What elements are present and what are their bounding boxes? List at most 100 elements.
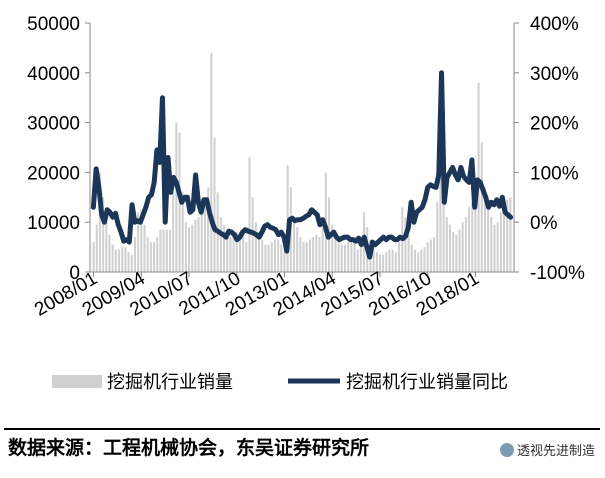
sales-bar: [407, 234, 410, 272]
sales-bar: [423, 247, 426, 272]
yoy-growth-line: [90, 70, 514, 260]
legend-label-sales: 挖掘机行业销量: [107, 372, 233, 393]
sales-bar: [261, 239, 264, 272]
sales-bar: [229, 237, 232, 272]
sales-bar: [321, 227, 324, 272]
sales-bar: [458, 229, 461, 272]
sales-bar: [258, 232, 261, 272]
sales-bar: [480, 142, 483, 272]
source-note: 数据来源：工程机械协会，东吴证券研究所: [8, 437, 370, 459]
axes: [89, 23, 515, 273]
sales-bar: [267, 244, 270, 272]
sales-bar: [219, 217, 222, 272]
sales-bar: [493, 224, 496, 272]
sales-bar: [95, 224, 98, 272]
sales-bar: [509, 197, 512, 272]
sales-bar: [499, 212, 502, 272]
sales-bar: [388, 249, 391, 272]
sales-bar: [404, 217, 407, 272]
sales-bar: [92, 242, 95, 272]
sales-bar: [445, 217, 448, 272]
sales-bar: [277, 239, 280, 272]
sales-bar: [455, 234, 458, 272]
sales-bar: [140, 209, 143, 272]
right-tick-label: 0%: [530, 213, 558, 234]
sales-bar: [487, 207, 490, 272]
sales-bar: [474, 197, 477, 272]
sales-bar: [391, 249, 394, 272]
sales-bar: [210, 52, 213, 272]
sales-bar: [114, 249, 117, 272]
sales-bar: [442, 192, 445, 272]
sales-bar: [124, 247, 127, 272]
sales-bar: [356, 249, 359, 272]
sales-bar: [105, 212, 108, 272]
sales-bar: [471, 202, 474, 272]
sales-bar: [273, 239, 276, 272]
sales-bar: [302, 242, 305, 272]
left-tick-label: 20000: [27, 163, 80, 184]
sales-bar: [350, 239, 353, 272]
sales-bar: [159, 229, 162, 272]
sales-bar: [127, 252, 130, 272]
sales-bar: [299, 237, 302, 272]
sales-bar: [452, 232, 455, 272]
left-tick-label: 0: [69, 263, 80, 284]
sales-bar: [149, 242, 152, 272]
sales-bar: [293, 217, 296, 272]
sales-bar: [490, 217, 493, 272]
sales-bar: [184, 222, 187, 272]
sales-bar: [464, 217, 467, 272]
sales-bar: [283, 237, 286, 272]
sales-bar: [468, 207, 471, 272]
sales-bar: [429, 239, 432, 272]
sales-bar: [130, 254, 133, 272]
right-tick-label: 200%: [530, 114, 579, 135]
sales-bar: [254, 222, 257, 272]
sales-bar: [168, 229, 171, 272]
sales-bar: [146, 237, 149, 272]
sales-bar: [118, 249, 121, 272]
watermark: 透视先进制造: [499, 440, 595, 459]
sales-bar: [270, 242, 273, 272]
sales-bar: [413, 249, 416, 272]
sales-bar: [223, 224, 226, 272]
sales-bar: [191, 224, 194, 272]
sales-bar: [382, 254, 385, 272]
legend-label-yoy: 挖掘机行业销量同比: [346, 372, 508, 393]
left-tick-label: 30000: [27, 114, 80, 135]
sales-bar: [305, 242, 308, 272]
sales-bar: [153, 242, 156, 272]
sales-bar: [359, 244, 362, 272]
sales-bar: [264, 244, 267, 272]
sales-bar: [483, 187, 486, 272]
sales-bar: [133, 237, 136, 272]
right-tick-label: 300%: [530, 64, 579, 85]
sales-bar: [207, 187, 210, 272]
left-tick-label: 50000: [27, 14, 80, 35]
sales-bar: [162, 229, 165, 272]
sales-bar: [477, 82, 480, 272]
sales-bar: [420, 249, 423, 272]
sales-bar: [143, 224, 146, 272]
sales-bar: [347, 242, 350, 272]
sales-bar: [385, 252, 388, 272]
sales-bar: [506, 199, 509, 272]
sales-bar: [175, 122, 178, 272]
sales-bar: [238, 232, 241, 272]
sales-bar: [156, 237, 159, 272]
sales-bar: [165, 229, 168, 272]
legend-swatch-sales: [52, 375, 102, 388]
right-tick-label: 100%: [530, 163, 579, 184]
sales-bar: [98, 172, 101, 272]
sales-bar: [181, 192, 184, 272]
footer-divider: [4, 428, 600, 430]
sales-bar: [172, 192, 175, 272]
right-tick-label: 400%: [530, 14, 579, 35]
wechat-icon: [499, 443, 514, 457]
sales-bar: [448, 224, 451, 272]
sales-bar: [436, 202, 439, 272]
sales-bar: [372, 247, 375, 272]
sales-bar: [417, 252, 420, 272]
right-tick-label: -100%: [530, 263, 585, 284]
